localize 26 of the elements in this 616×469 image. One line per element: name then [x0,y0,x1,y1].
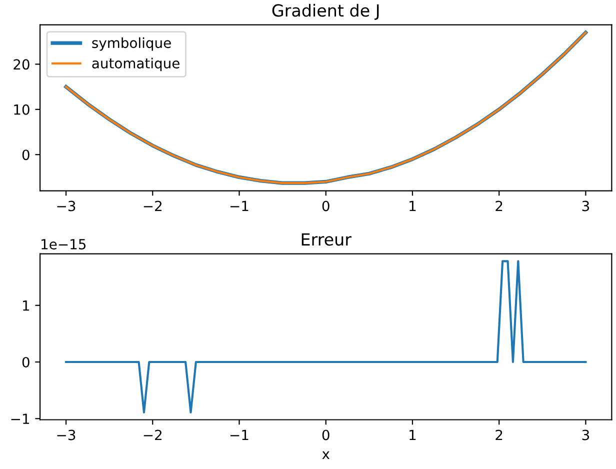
text: 1e−15 [42,239,86,250]
x-tick-label: 2 [496,430,502,440]
y-tick-label: 10 [14,104,30,115]
x-tick-label: −1 [230,430,248,440]
y-tick-label: 1 [23,300,30,311]
x-axis-title: x [322,451,330,460]
x-tick-label: 2 [496,200,502,212]
x-tick-label: 1 [410,430,416,440]
legend-label: symbolique [92,37,171,51]
legend-label: automatique [92,58,180,72]
x-tick-label: 3 [582,200,590,212]
x-tick-label: −1 [230,200,248,212]
chart-title: Erreur [302,233,352,246]
y-tick-label: −1 [11,414,30,424]
x-tick-label: −2 [144,430,162,440]
y-tick-label: 20 [14,59,30,70]
y-tick-label: 0 [22,356,30,368]
chart-title: Gradient de J [272,4,379,20]
x-tick-label: −3 [57,200,76,212]
x-tick-label: 3 [582,430,590,440]
y-tick-label: 0 [22,150,30,160]
x-tick-label: 1 [410,200,416,212]
x-tick-label: −3 [57,430,76,440]
x-tick-label: 0 [322,430,330,440]
x-tick-label: −2 [144,200,162,212]
x-tick-label: 0 [322,200,330,212]
